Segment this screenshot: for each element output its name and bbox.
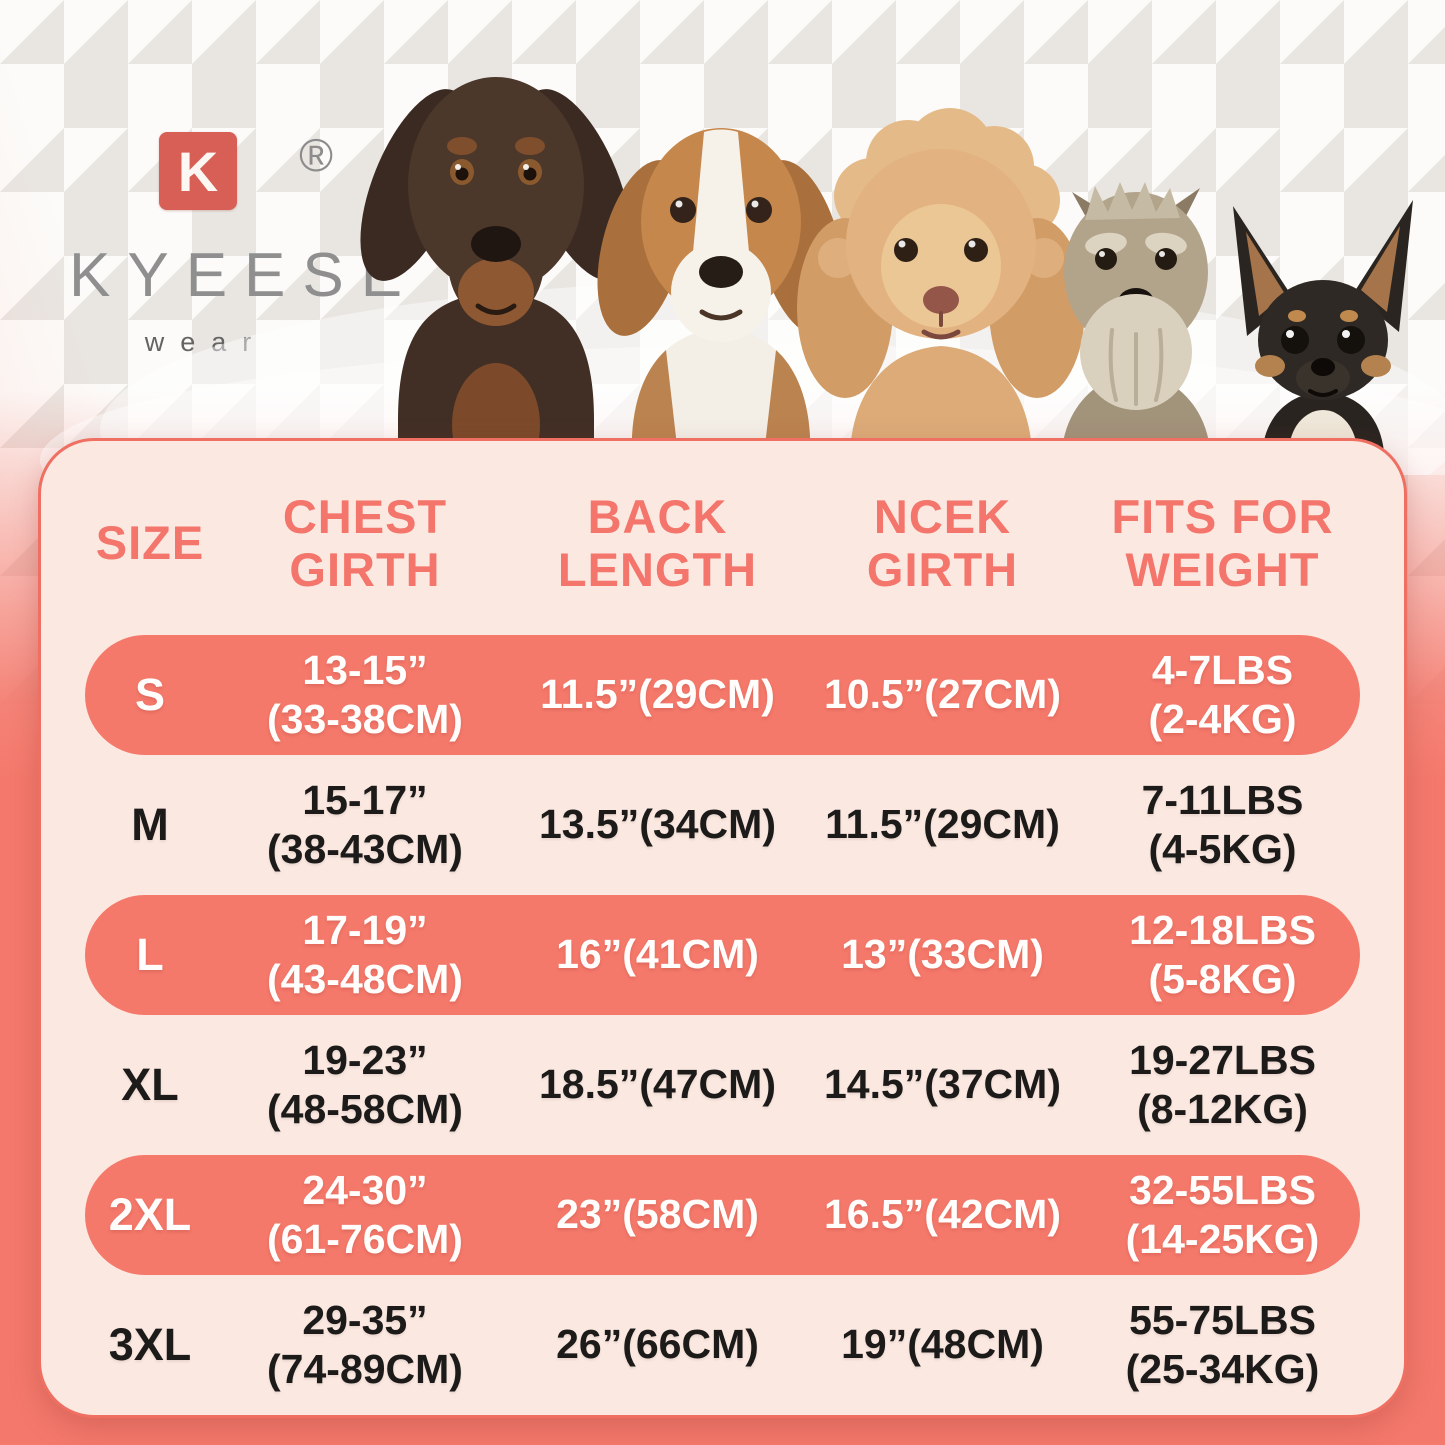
chest-girth-cell: 17-19” (43-48CM) [215, 906, 515, 1004]
back-length-cell: 26”(66CM) [556, 1321, 759, 1368]
chest-range: 19-23” [302, 1036, 428, 1083]
header-fits-for-weight: FITS FOR WEIGHT [1085, 490, 1360, 596]
header-neck-line1: NCEK [873, 489, 1012, 543]
brand-tagline: wear [144, 327, 268, 357]
header-back-line2: LENGTH [557, 543, 758, 596]
weight-cell: 55-75LBS (25-34KG) [1085, 1296, 1360, 1394]
doberman-illustration [360, 77, 632, 475]
back-length-cell: 11.5”(29CM) [540, 671, 775, 718]
header-size-line1: SIZE [95, 516, 205, 570]
chest-range-cm: (43-48CM) [267, 956, 463, 1002]
beagle-illustration [597, 128, 845, 472]
weight-range-kg: (5-8KG) [1148, 956, 1297, 1002]
size-cell: 2XL [108, 1189, 192, 1240]
chest-range: 29-35” [302, 1296, 428, 1343]
chest-girth-cell: 13-15” (33-38CM) [215, 646, 515, 744]
neck-girth-cell: 16.5”(42CM) [824, 1191, 1061, 1238]
weight-range: 7-11LBS [1141, 776, 1304, 823]
size-row-s: S 13-15” (33-38CM) 11.5”(29CM) 10.5”(27C… [85, 635, 1360, 755]
chest-range-cm: (48-58CM) [267, 1086, 463, 1132]
back-length-cell: 23”(58CM) [556, 1191, 759, 1238]
weight-range-kg: (2-4KG) [1148, 696, 1297, 742]
size-row-l: L 17-19” (43-48CM) 16”(41CM) 13”(33CM) 1… [85, 895, 1360, 1015]
weight-cell: 19-27LBS (8-12KG) [1085, 1036, 1360, 1134]
weight-range: 12-18LBS [1129, 906, 1316, 953]
brand-logo: K ® KYEESE wear [52, 129, 420, 358]
chest-range: 17-19” [302, 906, 428, 953]
size-cell: L [136, 929, 164, 980]
back-length-cell: 13.5”(34CM) [539, 801, 776, 848]
weight-cell: 7-11LBS (4-5KG) [1085, 776, 1360, 874]
header-chest-girth: CHEST GIRTH [215, 490, 515, 596]
header-back-length: BACK LENGTH [515, 490, 800, 596]
neck-girth-cell: 19”(48CM) [841, 1321, 1044, 1368]
size-row-xl: XL 19-23” (48-58CM) 18.5”(47CM) 14.5”(37… [85, 1025, 1360, 1145]
weight-range: 4-7LBS [1151, 646, 1294, 693]
size-cell: XL [121, 1059, 179, 1110]
schnauzer-illustration [1062, 182, 1210, 472]
header-chest-line2: GIRTH [289, 543, 441, 596]
header-weight-line1: FITS FOR [1111, 489, 1334, 543]
weight-range: 32-55LBS [1129, 1166, 1316, 1213]
neck-girth-cell: 14.5”(37CM) [824, 1061, 1061, 1108]
size-row-3xl: 3XL 29-35” (74-89CM) 26”(66CM) 19”(48CM)… [85, 1285, 1360, 1405]
chest-range-cm: (74-89CM) [267, 1346, 463, 1392]
size-cell: S [134, 669, 165, 720]
chest-range: 13-15” [302, 646, 428, 693]
header-neck-line2: GIRTH [866, 543, 1019, 596]
back-length-cell: 18.5”(47CM) [539, 1061, 776, 1108]
size-row-2xl: 2XL 24-30” (61-76CM) 23”(58CM) 16.5”(42C… [85, 1155, 1360, 1275]
chest-range: 15-17” [302, 776, 428, 823]
brand-name: KYEESE [69, 241, 420, 310]
chest-range-cm: (33-38CM) [267, 696, 463, 742]
back-length-cell: 16”(41CM) [556, 931, 759, 978]
neck-girth-cell: 13”(33CM) [841, 931, 1044, 978]
registered-trademark-icon: ® [299, 129, 333, 181]
weight-range-kg: (25-34KG) [1125, 1346, 1320, 1392]
size-table-panel: SIZE CHEST GIRTH BACK LENGTH NCEK GIRTH … [38, 438, 1407, 1418]
weight-range-kg: (8-12KG) [1137, 1086, 1308, 1132]
weight-range-kg: (14-25KG) [1125, 1216, 1320, 1262]
header-back-line1: BACK [587, 489, 728, 543]
weight-cell: 12-18LBS (5-8KG) [1085, 906, 1360, 1004]
weight-cell: 32-55LBS (14-25KG) [1085, 1166, 1360, 1264]
weight-cell: 4-7LBS (2-4KG) [1085, 646, 1360, 744]
dogs-hero-illustration [40, 77, 1445, 475]
weight-range: 55-75LBS [1129, 1296, 1316, 1343]
chest-range-cm: (38-43CM) [267, 826, 463, 872]
chest-girth-cell: 19-23” (48-58CM) [215, 1036, 515, 1134]
neck-girth-cell: 11.5”(29CM) [825, 801, 1060, 848]
header-size: SIZE [85, 516, 215, 569]
size-row-m: M 15-17” (38-43CM) 13.5”(34CM) 11.5”(29C… [85, 765, 1360, 885]
chest-girth-cell: 29-35” (74-89CM) [215, 1296, 515, 1394]
chest-range: 24-30” [302, 1166, 428, 1213]
weight-range-kg: (4-5KG) [1148, 826, 1297, 872]
header-neck-girth: NCEK GIRTH [800, 490, 1085, 596]
header-weight-line2: WEIGHT [1125, 543, 1320, 596]
weight-range: 19-27LBS [1129, 1036, 1316, 1083]
logo-k-icon: K [159, 132, 237, 210]
neck-girth-cell: 10.5”(27CM) [824, 671, 1061, 718]
chest-range-cm: (61-76CM) [267, 1216, 463, 1262]
chest-girth-cell: 15-17” (38-43CM) [215, 776, 515, 874]
size-cell: M [131, 799, 169, 850]
chest-girth-cell: 24-30” (61-76CM) [215, 1166, 515, 1264]
size-cell: 3XL [108, 1319, 192, 1370]
table-header-row: SIZE CHEST GIRTH BACK LENGTH NCEK GIRTH … [85, 461, 1360, 625]
logo-mark: K ® [159, 129, 333, 210]
header-chest-line1: CHEST [282, 489, 448, 543]
